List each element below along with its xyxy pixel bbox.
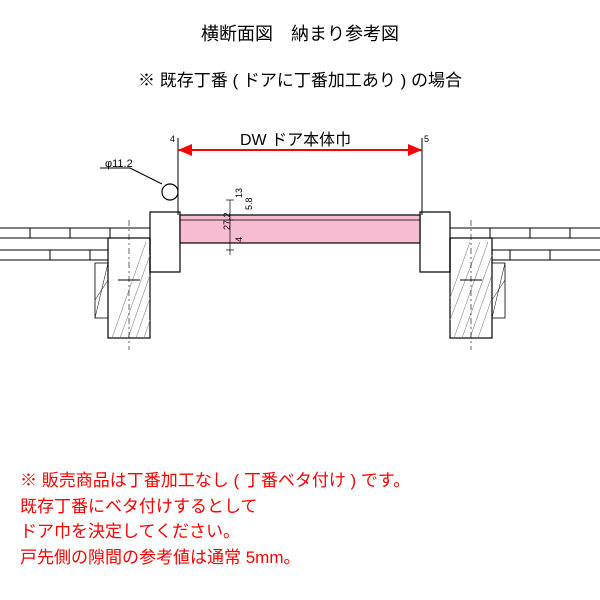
- dim-v3: 27.2: [222, 212, 232, 230]
- dim-v4: 4: [234, 237, 244, 242]
- dim-phi: φ11.2: [105, 158, 133, 170]
- footnote-line3: ドア巾を決定してください。: [20, 519, 580, 545]
- door-slab: [180, 215, 420, 243]
- title: 横断面図 納まり参考図: [0, 0, 600, 46]
- dim-v2: 5.8: [244, 197, 254, 210]
- wall-left: [0, 228, 150, 260]
- jamb-right: [420, 212, 492, 350]
- stud-left: [95, 263, 108, 318]
- footnote: ※ 販売商品は丁番加工なし ( 丁番ベタ付け ) です。 既存丁番にベタ付けする…: [20, 468, 580, 570]
- cross-section-diagram: DW ドア本体巾 4 5 φ11.2 13 5.8 27.2 4: [0, 120, 600, 420]
- dim-v1: 13: [234, 188, 244, 198]
- footnote-line2: 既存丁番にベタ付けするとして: [20, 494, 580, 520]
- hinge-symbol: [100, 168, 178, 200]
- subtitle: ※ 既存丁番 ( ドアに丁番加工あり ) の場合: [0, 66, 600, 91]
- footnote-line1: ※ 販売商品は丁番加工なし ( 丁番ベタ付け ) です。: [20, 468, 580, 494]
- arrow-label: DW ドア本体巾: [240, 126, 351, 150]
- stud-right: [492, 263, 505, 318]
- footnote-line4: 戸先側の隙間の参考値は通常 5mm。: [20, 545, 580, 571]
- dim-right-tick: 5: [424, 134, 429, 144]
- jamb-left: [108, 212, 180, 350]
- dim-left-tick: 4: [170, 134, 175, 144]
- wall-right: [450, 228, 600, 260]
